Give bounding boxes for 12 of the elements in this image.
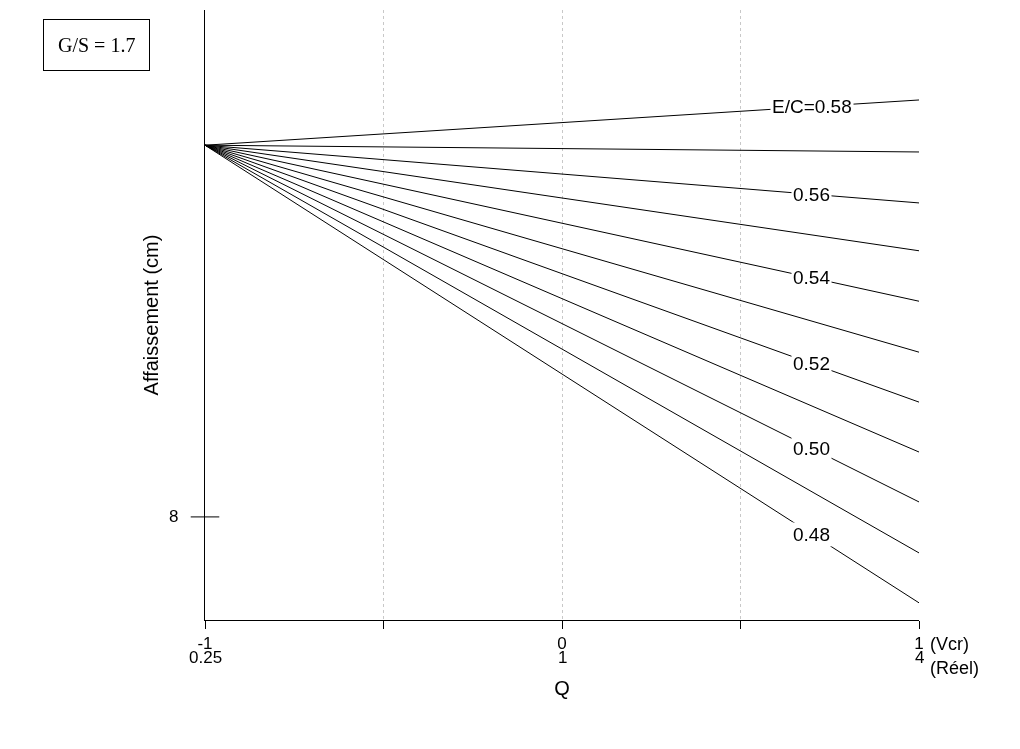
y-axis-title: Affaissement (cm) bbox=[139, 234, 162, 396]
series-label: 0.48 bbox=[793, 524, 830, 545]
series-label: 0.50 bbox=[793, 438, 830, 459]
text: (Réel) bbox=[930, 658, 980, 678]
series-label: 0.56 bbox=[793, 184, 830, 205]
x-axis-title: Q bbox=[554, 676, 570, 699]
series-label: 0.54 bbox=[793, 267, 831, 288]
text: 8 bbox=[169, 507, 179, 526]
series-label: E/C=0.58 bbox=[772, 96, 852, 117]
series-label: 0.52 bbox=[793, 353, 830, 374]
text: (Vcr) bbox=[930, 634, 969, 654]
text: G/S = 1.7 bbox=[58, 34, 136, 56]
